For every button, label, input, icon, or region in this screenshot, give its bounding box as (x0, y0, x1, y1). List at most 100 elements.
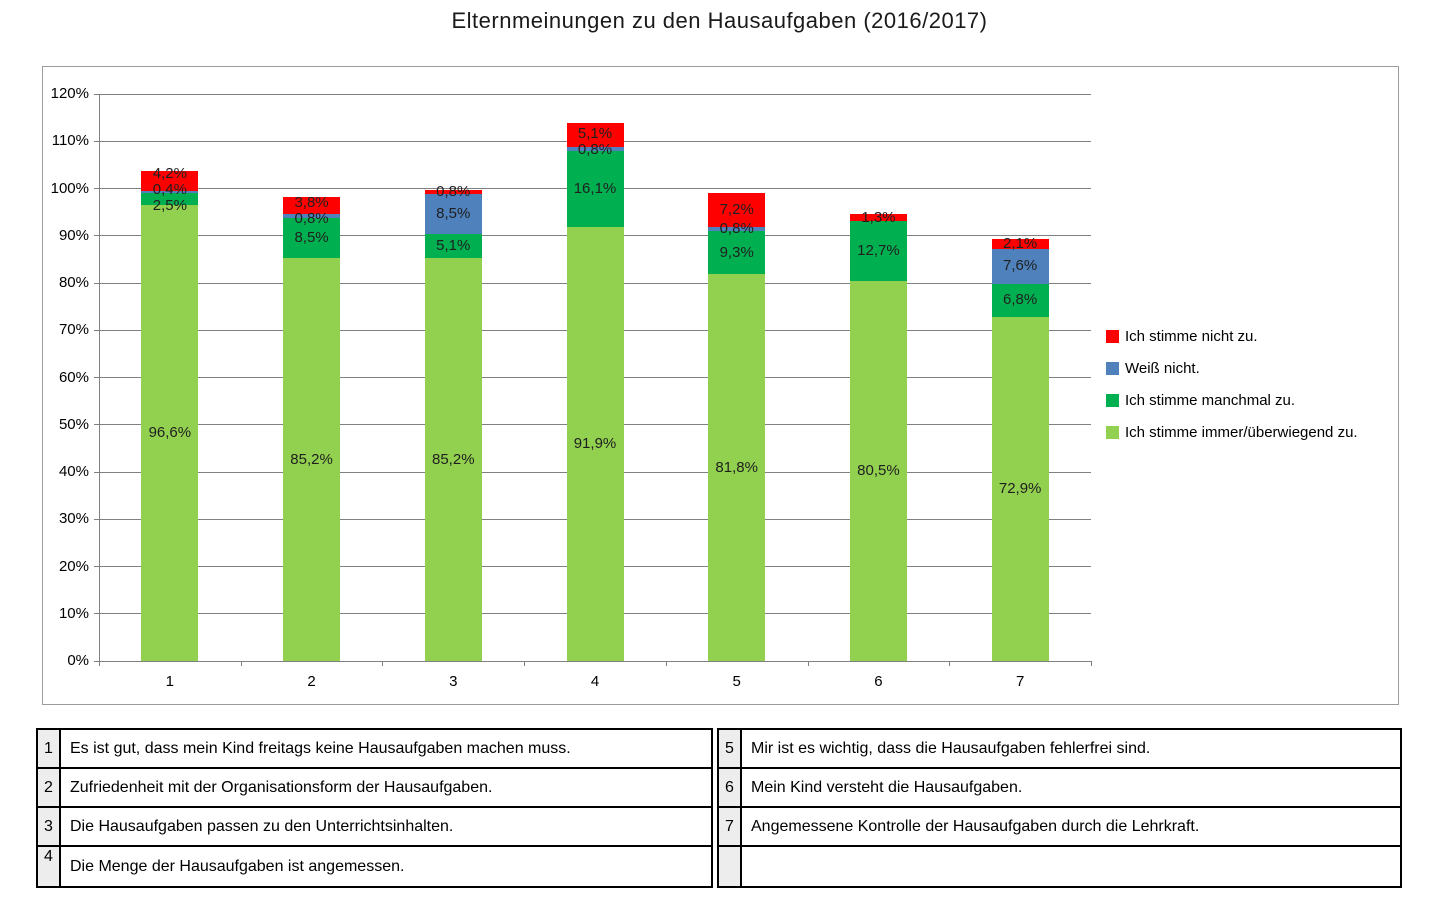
y-axis-tick (94, 424, 99, 426)
bar-value-label: 2,1% (1003, 234, 1038, 252)
bar-segment (566, 122, 624, 147)
legend-swatch (1106, 362, 1119, 375)
x-axis-tick (524, 661, 526, 666)
y-axis-label: 30% (58, 510, 89, 528)
bar-value-label: 7,6% (1003, 257, 1038, 275)
bar-value-label: 16,1% (573, 179, 617, 197)
bar-value-label: 5,1% (436, 237, 471, 255)
y-axis-tick (94, 188, 99, 189)
y-axis-tick (94, 282, 99, 284)
legend-swatch (1106, 330, 1119, 343)
row-text: Es ist gut, dass mein Kind freitags kein… (70, 739, 571, 757)
bar-value-label: 5,1% (577, 124, 613, 142)
bar-value-label: 8,5% (436, 205, 471, 223)
gridline (99, 93, 1091, 95)
y-axis-tick (94, 660, 99, 662)
y-axis-label: 70% (58, 321, 89, 339)
legend-label: Weiß nicht. (1125, 360, 1200, 377)
y-axis-tick (94, 377, 99, 378)
bar-value-label: 3,8% (294, 193, 329, 211)
legend-label: Ich stimme nicht zu. (1125, 328, 1258, 345)
x-axis-tick (99, 661, 100, 666)
y-axis-tick (94, 613, 99, 615)
table-row: 1 Es ist gut, dass mein Kind freitags kei… (38, 730, 711, 769)
x-axis-tick (665, 661, 667, 666)
y-axis-tick (94, 235, 99, 237)
y-axis-label: 100% (50, 179, 89, 197)
y-axis-label: 10% (58, 604, 89, 622)
bar-segment (141, 192, 199, 205)
bar-value-label: 4,2% (152, 165, 187, 183)
y-axis-tick (94, 566, 99, 567)
table-row: 2 Zufriedenheit mit der Organisationsform… (38, 769, 711, 808)
bar-segment (424, 194, 482, 235)
bar-value-label: 96,6% (148, 423, 192, 441)
bar-segment (566, 146, 624, 151)
chart-area: 0% 10% 20% 30% 40% 50% 60% 70% 80% 90% 100% 110% 120… (42, 66, 1399, 705)
legend-swatch (1106, 394, 1119, 407)
y-axis-label: 90% (58, 226, 89, 244)
bar-segment (849, 280, 907, 661)
bar-segment (141, 171, 199, 191)
y-axis-tick (94, 140, 99, 142)
bar-value-label: 0,8% (719, 219, 754, 237)
x-axis-label: 2 (307, 673, 316, 690)
bar-value-label: 2,5% (152, 197, 187, 215)
bar-segment (283, 214, 341, 219)
x-axis-label: 1 (165, 673, 175, 690)
bar-segment (424, 258, 482, 661)
bar-segment (141, 190, 199, 193)
row-number: 6 (719, 769, 742, 806)
bar-value-label: 85,2% (432, 450, 475, 468)
y-axis-label: 20% (58, 557, 89, 575)
row-text: Mein Kind versteht die Hausaufgaben. (751, 778, 1023, 796)
bar-value-label: 12,7% (857, 241, 900, 259)
bar-segment (283, 196, 341, 215)
y-axis-label: 0% (67, 652, 89, 669)
bar-segment (708, 230, 766, 275)
bar-segment (566, 150, 624, 227)
legend-item: Ich stimme immer/überwiegend zu. (1106, 424, 1358, 441)
table-row: 3 Die Hausaufgaben passen zu den Unterric… (38, 808, 711, 847)
row-text (742, 847, 1400, 886)
row-number: 2 (38, 769, 61, 806)
bar-segment (991, 248, 1049, 285)
statements-table-left: 1 Es ist gut, dass mein Kind freitags kei… (36, 728, 713, 888)
bar-value-label: 0,8% (294, 209, 329, 227)
bar-value-label: 0,8% (577, 140, 613, 158)
bar-value-label: 0,8% (436, 183, 471, 201)
x-axis-tick (1091, 661, 1092, 666)
row-number: 5 (719, 730, 742, 767)
x-axis-tick (382, 661, 384, 666)
row-text: Die Menge der Hausaufgaben ist angemesse… (70, 857, 405, 875)
table-row: 5 Mir ist es wichtig, dass die Hausaufgab… (719, 730, 1400, 769)
bar-value-label: 81,8% (715, 458, 758, 476)
y-axis-line (99, 94, 100, 661)
row-text: Zufriedenheit mit der Organisationsform … (70, 778, 493, 796)
bar-segment (708, 274, 766, 661)
bar-value-label: 72,9% (998, 479, 1042, 497)
row-text: Angemessene Kontrolle der Hausaufgaben d… (751, 817, 1200, 835)
y-axis-label: 80% (58, 274, 89, 291)
bar-value-label: 7,2% (719, 200, 754, 218)
y-axis-label: 110% (51, 132, 89, 150)
bar-segment (424, 190, 482, 195)
legend-item: Ich stimme manchmal zu. (1106, 392, 1295, 409)
x-axis-label: 7 (1015, 673, 1025, 690)
table-row (719, 847, 1400, 886)
legend-item: Weiß nicht. (1106, 360, 1200, 377)
chart-title: Elternmeinungen zu den Hausaufgaben (201… (451, 8, 988, 33)
y-axis-label: 60% (58, 368, 89, 386)
x-axis-label: 3 (449, 673, 458, 690)
legend-label: Ich stimme immer/überwiegend zu. (1125, 424, 1358, 441)
bar-segment (566, 226, 624, 661)
x-axis-label: 4 (590, 673, 600, 690)
table-row: 6 Mein Kind versteht die Hausaufgaben. (719, 769, 1400, 808)
bar-segment (991, 238, 1049, 249)
legend-swatch (1106, 426, 1119, 439)
y-axis-tick (94, 518, 99, 520)
bar-segment (283, 258, 341, 661)
bar-segment (283, 218, 341, 259)
bar-value-label: 80,5% (857, 461, 900, 479)
y-axis-tick (94, 471, 99, 473)
